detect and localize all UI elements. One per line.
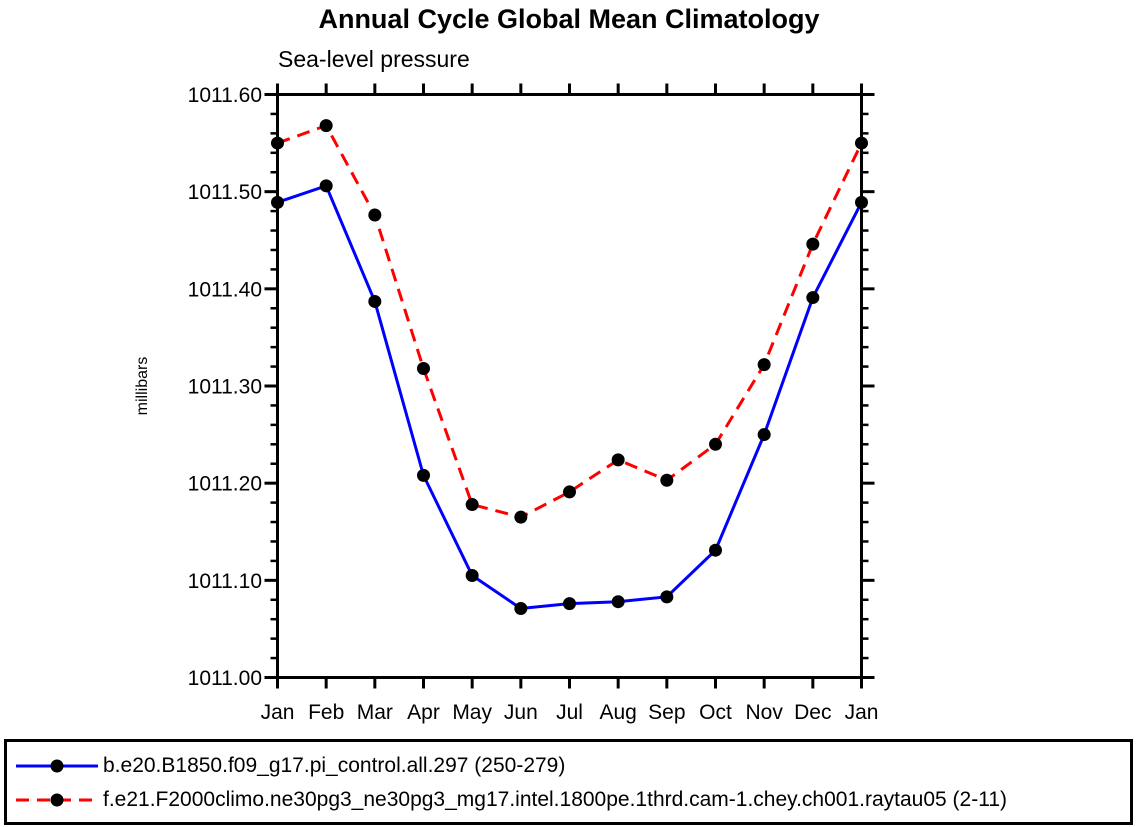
data-point-marker [660, 473, 674, 487]
series-line-0 [277, 183, 863, 611]
y-tick-label: 1011.30 [188, 376, 262, 399]
legend-marker-dot-icon [50, 759, 64, 773]
x-tick-label: Sep [648, 701, 685, 724]
data-point-marker [563, 597, 576, 611]
data-point-marker [855, 195, 868, 209]
data-point-marker [757, 358, 771, 372]
x-tick-label: Jan [845, 701, 879, 724]
x-tick-label: Jun [504, 701, 538, 724]
x-tick-label: Jul [556, 701, 583, 724]
data-point-marker [465, 568, 479, 582]
x-tick-label: Aug [599, 701, 636, 724]
y-tick-label: 1011.10 [188, 570, 262, 593]
data-point-marker [563, 485, 576, 499]
legend-item-test-run: f.e21.F2000climo.ne30pg3_ne30pg3_mg17.in… [13, 786, 1007, 814]
x-tick-label: Dec [794, 701, 831, 724]
y-tick-label: 1011.50 [188, 181, 262, 204]
data-point-marker [271, 136, 284, 150]
x-tick-label: Mar [357, 701, 393, 724]
y-axis-label: millibars [134, 357, 151, 416]
data-point-marker [319, 179, 333, 193]
data-point-marker [271, 195, 284, 209]
x-tick-label: Jan [261, 701, 295, 724]
data-point-marker [709, 437, 722, 451]
legend-marker-blue-solid-line [16, 759, 98, 773]
data-point-marker [806, 291, 820, 305]
x-tick-label: May [452, 701, 492, 724]
data-point-marker [514, 602, 528, 616]
data-point-marker [368, 208, 382, 222]
x-tick-label: Oct [699, 701, 732, 724]
legend-label-control-run: b.e20.B1850.f09_g17.pi_control.all.297 (… [103, 754, 566, 777]
data-point-marker [514, 510, 528, 524]
x-tick-label: Nov [745, 701, 783, 724]
y-tick-label: 1011.00 [188, 667, 262, 690]
legend-label-test-run: f.e21.F2000climo.ne30pg3_ne30pg3_mg17.in… [103, 788, 1008, 811]
chart-title: Annual Cycle Global Mean Climatology [318, 4, 820, 34]
data-point-marker [368, 294, 382, 308]
legend-marker-red-dashed-line [16, 793, 98, 807]
data-point-marker [465, 498, 479, 512]
series-line-1 [276, 123, 863, 519]
data-point-marker [855, 136, 868, 150]
chart-subtitle: Sea-level pressure [278, 46, 470, 72]
legend-box: b.e20.B1850.f09_g17.pi_control.all.297 (… [4, 739, 1133, 825]
data-point-marker [319, 119, 333, 133]
data-point-marker [611, 595, 625, 609]
y-tick-label: 1011.60 [188, 84, 262, 107]
data-point-marker [660, 590, 674, 604]
y-tick-label: 1011.20 [188, 473, 262, 496]
data-point-marker [417, 468, 430, 482]
plot-border [276, 93, 863, 679]
data-point-marker [757, 428, 771, 442]
data-point-marker [806, 237, 820, 251]
legend-item-control-run: b.e20.B1850.f09_g17.pi_control.all.297 (… [13, 752, 565, 780]
x-tick-label: Feb [308, 701, 344, 724]
x-tick-label: Apr [407, 701, 440, 724]
data-point-marker [709, 543, 722, 557]
data-point-marker [611, 453, 625, 467]
legend-marker-dot-icon [50, 793, 64, 807]
y-tick-label: 1011.40 [188, 278, 262, 301]
data-point-marker [417, 362, 430, 376]
